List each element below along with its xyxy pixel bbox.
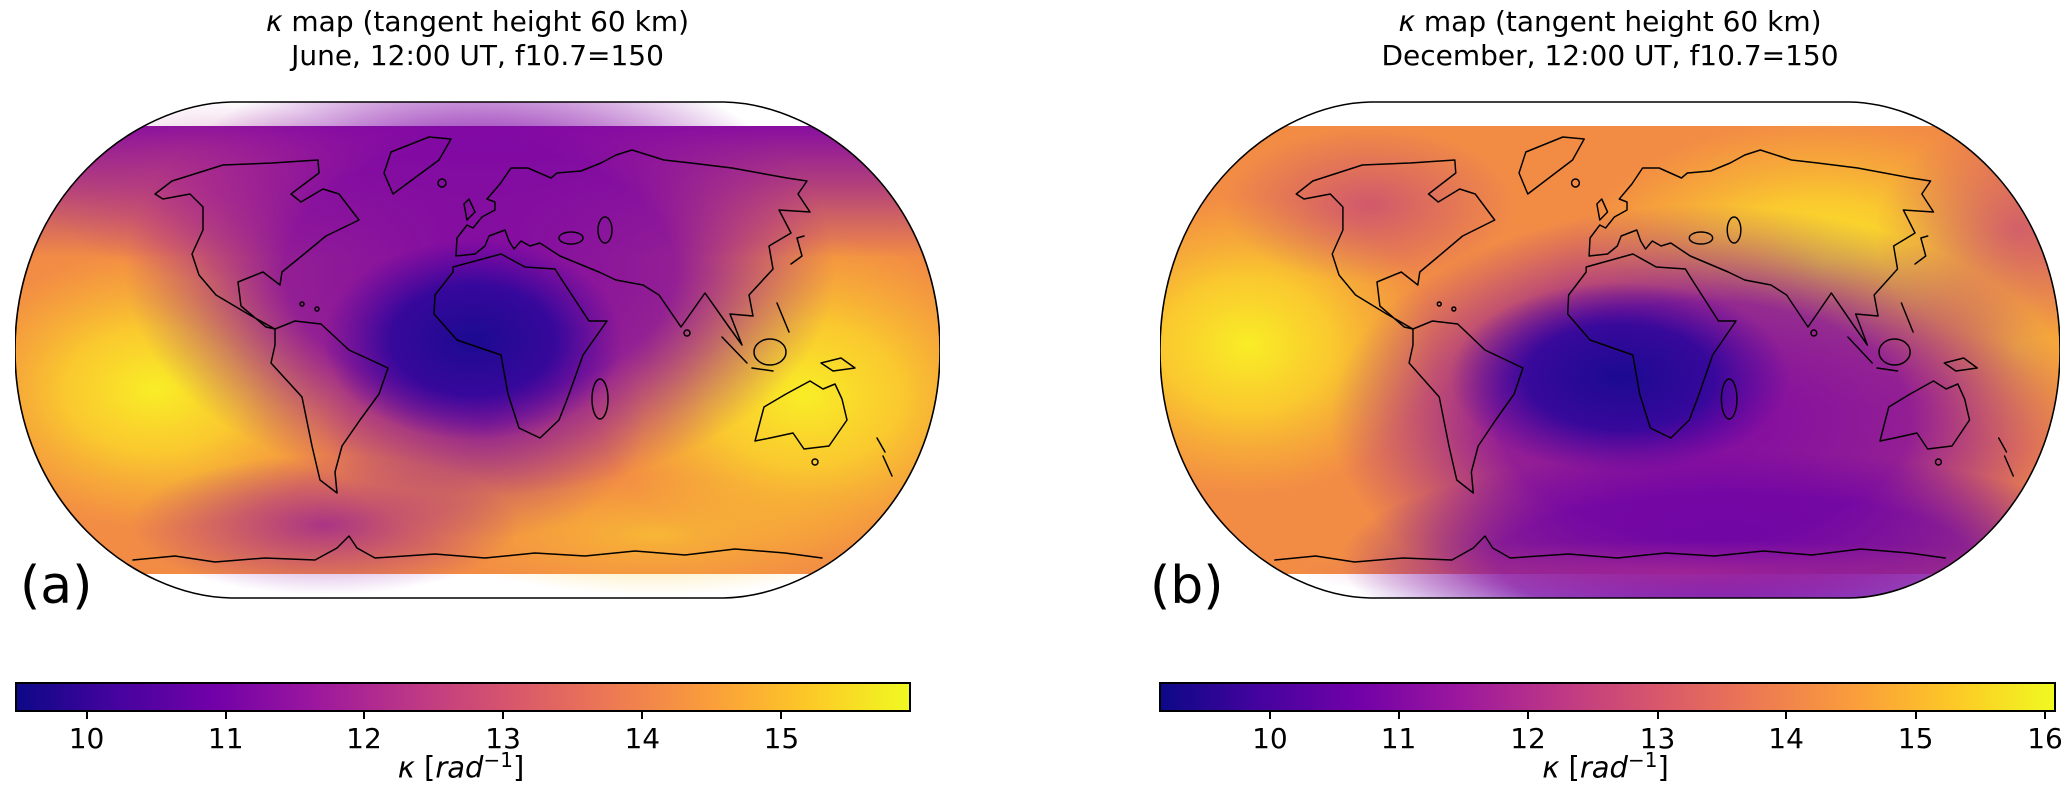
colorbar-a-ticks: 10 11 12 13 14 15 xyxy=(17,710,909,772)
colorbar-tick xyxy=(362,710,365,719)
colorbar-tick-label: 16 xyxy=(2027,722,2063,755)
colorbar-tick xyxy=(502,710,505,719)
colorbar-tick-label: 15 xyxy=(763,722,800,755)
colorbar-b-unit: κ [rad−1] xyxy=(1542,748,1669,785)
colorbar-tick xyxy=(1397,710,1400,719)
colorbar-a xyxy=(15,682,911,712)
colorbar-tick xyxy=(2044,710,2047,719)
colorbar-tick xyxy=(1527,710,1530,719)
panel-a-title-line2: June, 12:00 UT, f10.7=150 xyxy=(291,39,664,72)
panel-a-title-line1: κ map (tangent height 60 km) xyxy=(265,5,690,38)
colorbar-b xyxy=(1159,682,2056,712)
colorbar-a-unit: κ [rad−1] xyxy=(397,748,525,785)
colorbar-tick xyxy=(1914,710,1917,719)
colorbar-tick xyxy=(85,710,88,719)
colorbar-tick-label: 14 xyxy=(1768,722,1804,755)
panel-a-label: (a) xyxy=(20,556,93,616)
colorbar-tick-label: 14 xyxy=(624,722,661,755)
colorbar-b-ticks: 10 11 12 13 14 15 16 xyxy=(1161,710,2063,772)
panel-b-title-line1: κ map (tangent height 60 km) xyxy=(1398,5,1822,38)
colorbar-tick-label: 11 xyxy=(207,722,244,755)
colorbar-tick xyxy=(641,710,644,719)
colorbar-tick-label: 11 xyxy=(1380,722,1417,755)
panel-b-title: κ map (tangent height 60 km) December, 1… xyxy=(1160,5,2060,73)
panel-b-label: (b) xyxy=(1150,556,1224,616)
colorbar-tick xyxy=(1785,710,1788,719)
colorbar-tick-label: 10 xyxy=(1252,722,1288,755)
colorbar-tick-label: 12 xyxy=(346,722,382,755)
colorbar-tick-label: 12 xyxy=(1510,722,1546,755)
colorbar-tick xyxy=(1268,710,1271,719)
map-june xyxy=(15,101,940,599)
colorbar-tick-label: 13 xyxy=(485,722,521,755)
colorbar-tick-label: 10 xyxy=(68,722,105,755)
colorbar-tick xyxy=(780,710,783,719)
panel-a-title: κ map (tangent height 60 km) June, 12:00… xyxy=(15,5,940,73)
panel-b-title-line2: December, 12:00 UT, f10.7=150 xyxy=(1381,39,1839,72)
colorbar-tick-label: 13 xyxy=(1639,722,1676,755)
map-december xyxy=(1160,101,2060,599)
colorbar-tick xyxy=(1656,710,1659,719)
colorbar-tick-label: 15 xyxy=(1897,722,1934,755)
colorbar-tick xyxy=(224,710,227,719)
